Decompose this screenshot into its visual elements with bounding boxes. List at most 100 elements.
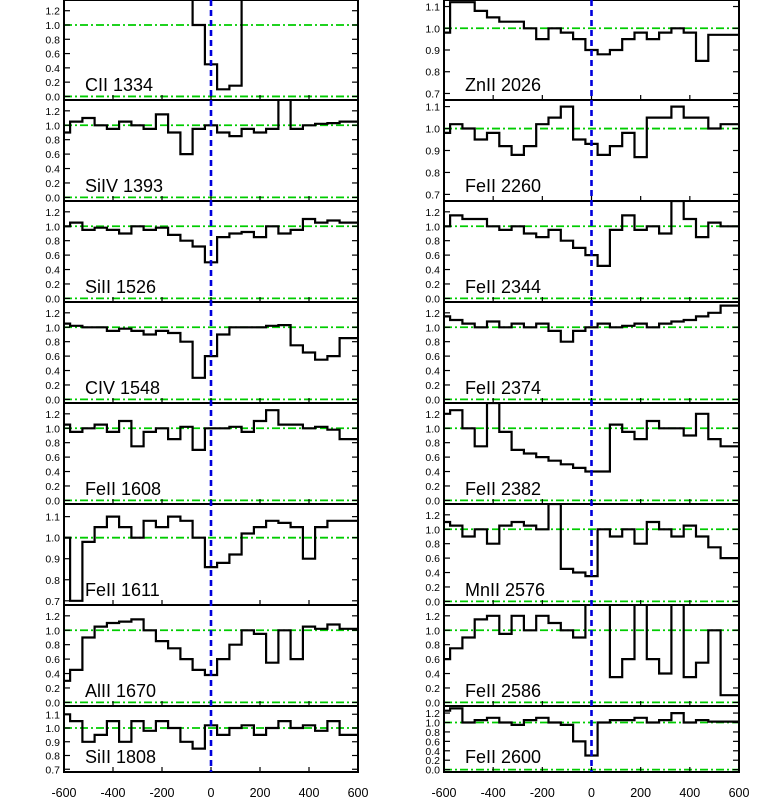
- y-tick-label: 0.6: [45, 149, 60, 161]
- x-tick-label: -200: [149, 786, 174, 800]
- y-tick-label: 0.0: [45, 91, 60, 103]
- x-tick-label: 600: [348, 786, 369, 800]
- spectrum-p0: [191, 0, 243, 91]
- y-tick-label: 0.9: [45, 554, 60, 566]
- y-tick-label: 0.6: [425, 736, 440, 748]
- y-tick-label: 0.8: [45, 438, 60, 450]
- y-tick-label: 0.4: [425, 669, 440, 681]
- y-tick-label: 0.4: [425, 366, 440, 378]
- spectrum-p13: [444, 504, 739, 578]
- y-tick-label: 1.2: [45, 106, 60, 118]
- x-tick-label: 0: [588, 786, 595, 800]
- y-tick-label: 0.4: [425, 467, 440, 479]
- y-tick-label: 1.0: [425, 124, 440, 136]
- spectrum-p11: [444, 304, 739, 343]
- y-tick-label: 0.4: [45, 467, 60, 479]
- y-tick-label: 0.4: [425, 746, 440, 758]
- y-tick-label: 1.2: [425, 308, 440, 320]
- y-tick-label: 0.4: [45, 164, 60, 176]
- y-tick-label: 1.2: [425, 611, 440, 623]
- ion-label: FeII 1611: [85, 580, 160, 600]
- y-tick-label: 0.2: [425, 755, 440, 767]
- y-tick-label: 0.4: [425, 568, 440, 580]
- spectrum-p1: [64, 100, 358, 156]
- y-tick-label: 0.8: [45, 640, 60, 652]
- y-tick-label: 1.0: [45, 533, 60, 545]
- y-tick-label: 1.0: [45, 723, 60, 735]
- ion-label: FeII 2260: [465, 176, 541, 196]
- x-tick-label: -600: [51, 786, 76, 800]
- spectrum-p5: [64, 515, 358, 602]
- panel-p3: 0.0 0.2 0.4 0.6 0.8 1.0 1.2 CIV 1548: [45, 301, 359, 406]
- x-tick-label: -400: [100, 786, 125, 800]
- ion-label: SiII 1808: [85, 747, 156, 767]
- x-tick-label: -200: [530, 786, 555, 800]
- spectrum-p6: [64, 618, 358, 682]
- y-tick-label: 1.0: [425, 322, 440, 334]
- y-tick-label: 0.6: [425, 654, 440, 666]
- ion-label: FeII 2600: [465, 747, 541, 767]
- ion-label: MnII 2576: [465, 580, 545, 600]
- y-tick-label: 0.7: [45, 764, 60, 776]
- y-tick-label: 0.8: [45, 236, 60, 248]
- spectrum-p4: [64, 409, 358, 451]
- y-tick-label: 0.6: [425, 553, 440, 565]
- y-tick-label: 0.2: [45, 77, 60, 89]
- ion-label: FeII 2344: [465, 277, 541, 297]
- spectrum-p3: [64, 322, 358, 379]
- y-tick-label: 0.6: [45, 250, 60, 262]
- y-tick-label: 1.2: [45, 308, 60, 320]
- y-tick-label: 0.0: [425, 293, 440, 305]
- y-tick-label: 0.0: [425, 697, 440, 709]
- y-tick-label: 1.2: [425, 510, 440, 522]
- y-tick-label: 1.0: [425, 524, 440, 536]
- ion-label: ZnII 2026: [465, 75, 541, 95]
- y-tick-label: 0.8: [425, 236, 440, 248]
- ion-label: CIV 1548: [85, 378, 160, 398]
- y-tick-label: 0.4: [45, 63, 60, 75]
- y-tick-label: 0.6: [45, 452, 60, 464]
- y-tick-label: 0.7: [45, 596, 60, 608]
- y-tick-label: 1.0: [425, 625, 440, 637]
- x-axis-labels: -600 -400 -200 0 200 400 600 -600 -400 -200 0 200 40…: [51, 786, 749, 800]
- y-tick-label: 0.8: [45, 575, 60, 587]
- y-tick-label: 1.2: [425, 207, 440, 219]
- spectrum-p15: [444, 707, 739, 757]
- y-tick-label: 0.2: [45, 481, 60, 493]
- y-tick-label: 1.0: [45, 625, 60, 637]
- ion-label: FeII 2374: [465, 378, 541, 398]
- y-tick-label: 0.8: [425, 539, 440, 551]
- y-tick-label: 0.4: [45, 265, 60, 277]
- y-tick-label: 0.4: [425, 265, 440, 277]
- panel-p9: 0.7 0.8 0.9 1.0 1.1 FeII 2260: [425, 99, 740, 202]
- y-tick-label: 1.0: [425, 718, 440, 730]
- y-tick-label: 1.1: [425, 2, 440, 14]
- y-tick-label: 0.2: [45, 683, 60, 695]
- y-tick-label: 1.0: [45, 322, 60, 334]
- y-tick-label: 1.0: [45, 120, 60, 132]
- ion-label: FeII 2382: [465, 479, 541, 499]
- x-tick-label: -400: [481, 786, 506, 800]
- y-tick-label: 0.6: [425, 351, 440, 363]
- y-tick-label: 0.4: [45, 366, 60, 378]
- y-tick-label: 1.1: [45, 512, 60, 524]
- y-tick-label: 0.0: [425, 495, 440, 507]
- y-tick-label: 0.4: [45, 669, 60, 681]
- y-tick-label: 1.0: [425, 23, 440, 35]
- panel-p2: 0.0 0.2 0.4 0.6 0.8 1.0 1.2 SiII 1526: [45, 200, 359, 305]
- y-tick-label: 0.2: [45, 178, 60, 190]
- panel-p6: 0.0 0.2 0.4 0.6 0.8 1.0 1.2 AlII 1670: [45, 604, 359, 709]
- spectrum-p2: [64, 217, 358, 264]
- y-tick-label: 0.6: [425, 250, 440, 262]
- ion-label: SiIV 1393: [85, 176, 163, 196]
- y-tick-label: 0.7: [425, 189, 440, 201]
- y-tick-label: 0.8: [425, 438, 440, 450]
- y-tick-label: 0.2: [45, 380, 60, 392]
- x-tick-label: 200: [630, 786, 651, 800]
- panel-p10: 0.0 0.2 0.4 0.6 0.8 1.0 1.2 FeII 2344: [425, 200, 740, 305]
- y-tick-label: 0.0: [425, 394, 440, 406]
- y-tick-label: 1.2: [45, 409, 60, 421]
- spectrum-p9: [444, 105, 739, 159]
